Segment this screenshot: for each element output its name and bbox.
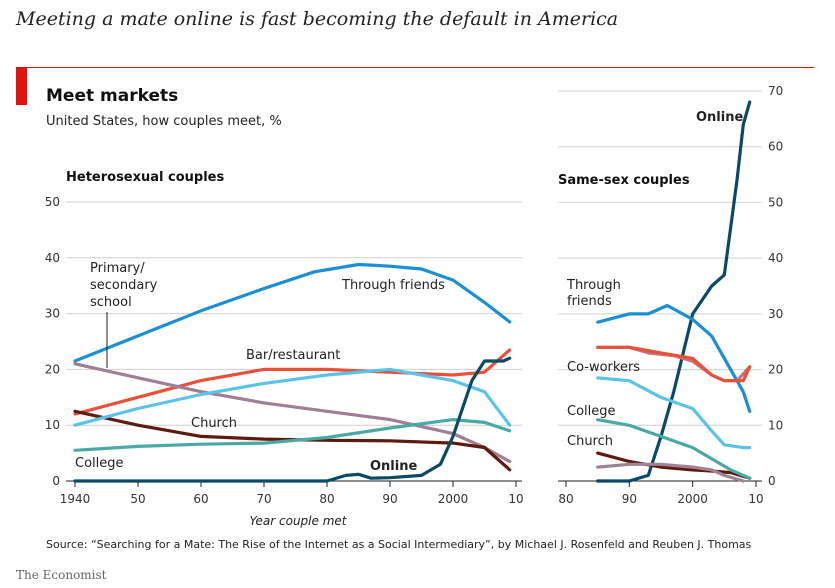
y-tick-label: 30 [768,307,783,321]
y-tick-label: 10 [45,418,60,432]
series-het-church [73,409,512,472]
y-tick-label: 40 [45,251,60,265]
source-note: Source: “Searching for a Mate: The Rise … [46,538,752,551]
y-tick-label: 0 [768,474,776,488]
headline: Meeting a mate online is fast becoming t… [16,8,619,30]
x-tick-label: 90 [622,492,637,506]
series-ss-bar [596,345,752,383]
series-lines [73,100,752,483]
series-ss-college [596,376,752,450]
series-het-college [73,367,512,427]
y-tick-label: 10 [768,418,783,432]
label-ss-coworkers: Co-workers [567,360,640,375]
series-het-friends [73,262,512,363]
x-tick-label: 90 [382,492,397,506]
label-bar: Bar/restaurant [246,348,340,363]
series-ss-college_het [596,418,752,480]
het-panel-title: Heterosexual couples [66,170,225,185]
ss-grid [558,90,762,487]
x-tick-label: 2000 [438,492,469,506]
y-tick-label: 50 [45,195,60,209]
title-rule [16,67,814,68]
x-tick-label: 50 [130,492,145,506]
y-tick-label: 60 [768,140,783,154]
label-ss-friends-1: Through [566,278,621,293]
x-tick-label: 10 [748,492,763,506]
tick-labels: 0 10 20 30 40 50 1940 50 60 70 80 90 2000 10 0 10 20 30 40… [45,84,784,506]
brand-red-box [16,67,27,105]
y-tick-label: 70 [768,84,783,98]
label-ss-church: Church [567,434,613,449]
x-tick-label: 70 [256,492,271,506]
x-tick-label: 80 [319,492,334,506]
series-het-college_het [73,418,512,452]
label-school-2: secondary [90,278,158,293]
chart-title: Meet markets [46,86,179,106]
x-tick-label: 10 [508,492,523,506]
ss-panel-title: Same-sex couples [558,173,690,188]
y-tick-label: 20 [768,363,783,377]
y-tick-label: 0 [52,474,60,488]
series-ss-friends [596,303,752,413]
series-ss-church [596,451,752,480]
label-ss-online: Online [696,110,743,125]
x-axis-label: Year couple met [250,514,348,528]
y-tick-label: 20 [45,362,60,376]
label-online: Online [370,459,417,474]
x-tick-label: 1940 [60,492,91,506]
x-tick-label: 2000 [677,492,708,506]
label-college: College [75,456,124,471]
y-tick-label: 30 [45,307,60,321]
series-ss-church_ss [596,462,745,483]
x-tick-label: 80 [558,492,573,506]
label-school-1: Primary/ [90,261,145,276]
series-het-bar [73,348,512,416]
brand-wordmark: The Economist [16,568,107,582]
y-tick-label: 40 [768,251,783,265]
y-tick-label: 50 [768,195,783,209]
label-friends: Through friends [341,278,445,293]
series-het-school [73,362,512,464]
series-ss-online [596,100,752,483]
label-ss-college: College [567,404,616,419]
label-school-3: school [90,295,132,310]
x-tick-label: 60 [193,492,208,506]
series-het-online [73,356,512,483]
chart-subtitle: United States, how couples meet, % [46,114,282,129]
label-church: Church [191,416,237,431]
label-ss-friends-2: friends [567,294,612,309]
